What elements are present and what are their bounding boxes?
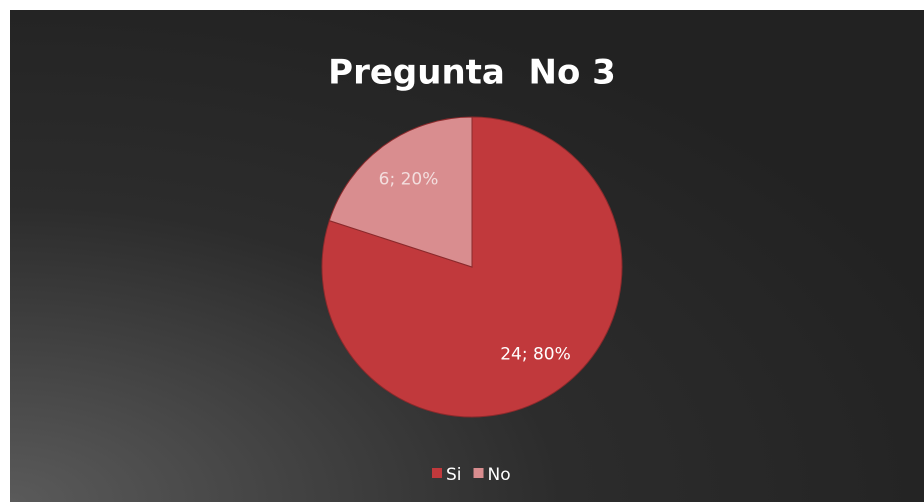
legend-marker bbox=[432, 468, 442, 478]
data-label: 24; 80% bbox=[500, 344, 571, 364]
legend-marker bbox=[473, 468, 484, 478]
data-label: 6; 20% bbox=[379, 170, 439, 190]
chart-title: Pregunta No 3 bbox=[328, 53, 616, 93]
legend-label: No bbox=[488, 465, 511, 485]
pie-slice bbox=[328, 116, 473, 268]
legend-label: Si bbox=[446, 465, 462, 485]
